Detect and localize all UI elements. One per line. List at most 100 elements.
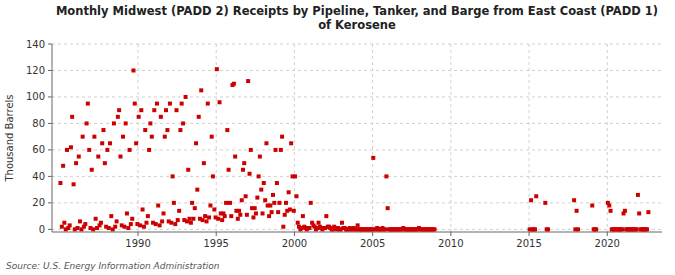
data-point (148, 121, 152, 125)
data-point (142, 225, 146, 229)
data-point (105, 148, 109, 152)
data-point (134, 141, 138, 145)
data-point (163, 135, 167, 139)
data-point (210, 135, 214, 139)
data-point (275, 181, 279, 185)
data-point (242, 161, 246, 165)
data-point (77, 155, 81, 159)
y-tick-label: 120 (26, 65, 45, 76)
data-point (141, 207, 145, 211)
data-point (121, 135, 125, 139)
y-grid-line (52, 202, 662, 203)
data-point (261, 211, 265, 215)
grid (52, 44, 662, 232)
data-point (267, 214, 271, 218)
data-point (645, 227, 649, 231)
data-point (186, 168, 190, 172)
data-point (281, 225, 285, 229)
data-point (594, 227, 598, 231)
data-point (245, 213, 249, 217)
data-point (212, 207, 216, 211)
data-point (237, 209, 241, 213)
data-point (190, 201, 194, 205)
data-point (240, 198, 244, 202)
title-line: of Kerosene (318, 18, 396, 32)
data-point (620, 227, 624, 231)
data-point (258, 155, 262, 159)
data-point (238, 213, 242, 217)
data-point (607, 204, 611, 208)
data-point (205, 219, 209, 223)
y-tick (48, 229, 52, 230)
data-point (99, 221, 103, 225)
y-grid-line (52, 123, 662, 124)
y-tick-label: 60 (32, 144, 45, 155)
data-point (244, 194, 248, 198)
data-point (150, 135, 154, 139)
data-point (115, 219, 119, 223)
data-point (384, 174, 388, 178)
data-point (96, 155, 100, 159)
y-tick-label: 80 (32, 118, 45, 129)
data-point (61, 164, 65, 168)
data-point (262, 181, 266, 185)
data-point (103, 161, 107, 165)
data-point (62, 221, 66, 225)
data-point (277, 201, 281, 205)
data-point (271, 193, 275, 197)
data-point (317, 221, 321, 225)
data-point (433, 227, 437, 231)
points (58, 67, 650, 231)
data-point (72, 182, 76, 186)
data-point (177, 209, 181, 213)
data-point (272, 201, 276, 205)
data-point (58, 181, 62, 185)
data-point (268, 204, 272, 208)
data-point (108, 141, 112, 145)
data-point (270, 210, 274, 214)
data-point (144, 221, 148, 225)
data-point (81, 135, 85, 139)
data-point (246, 79, 250, 83)
x-grid-line (138, 44, 139, 232)
data-point (220, 218, 224, 222)
data-point (288, 207, 292, 211)
data-point (199, 88, 203, 92)
data-point (543, 201, 547, 205)
data-point (307, 226, 311, 230)
data-point (126, 226, 130, 230)
y-tick (48, 70, 52, 71)
data-point (90, 168, 94, 172)
data-point (201, 218, 205, 222)
data-point (236, 217, 240, 221)
y-tick-label: 20 (32, 197, 45, 208)
data-point (249, 148, 253, 152)
data-point (133, 102, 137, 106)
data-point (296, 221, 300, 225)
x-tick-label: 2000 (282, 238, 307, 249)
y-tick (48, 44, 52, 45)
data-point (218, 100, 222, 104)
data-point (203, 214, 207, 218)
data-point (609, 209, 613, 213)
y-grid-line (52, 176, 662, 177)
data-point (65, 148, 69, 152)
data-point (324, 214, 328, 218)
data-point (533, 227, 537, 231)
data-point (85, 121, 89, 125)
chart-container: Monthly Midwest (PADD 2) Receipts by Pip… (0, 0, 675, 275)
data-point (572, 198, 576, 202)
data-point (168, 102, 172, 106)
data-point (223, 214, 227, 218)
data-point (164, 108, 168, 112)
data-point (227, 168, 231, 172)
y-tick-label: 140 (26, 39, 45, 50)
data-point (575, 209, 579, 213)
data-point (147, 148, 151, 152)
data-point (158, 223, 162, 227)
x-tick-label: 2015 (516, 238, 541, 249)
data-point (263, 198, 267, 202)
data-point (159, 115, 163, 119)
data-point (70, 115, 74, 119)
data-point (202, 161, 206, 165)
